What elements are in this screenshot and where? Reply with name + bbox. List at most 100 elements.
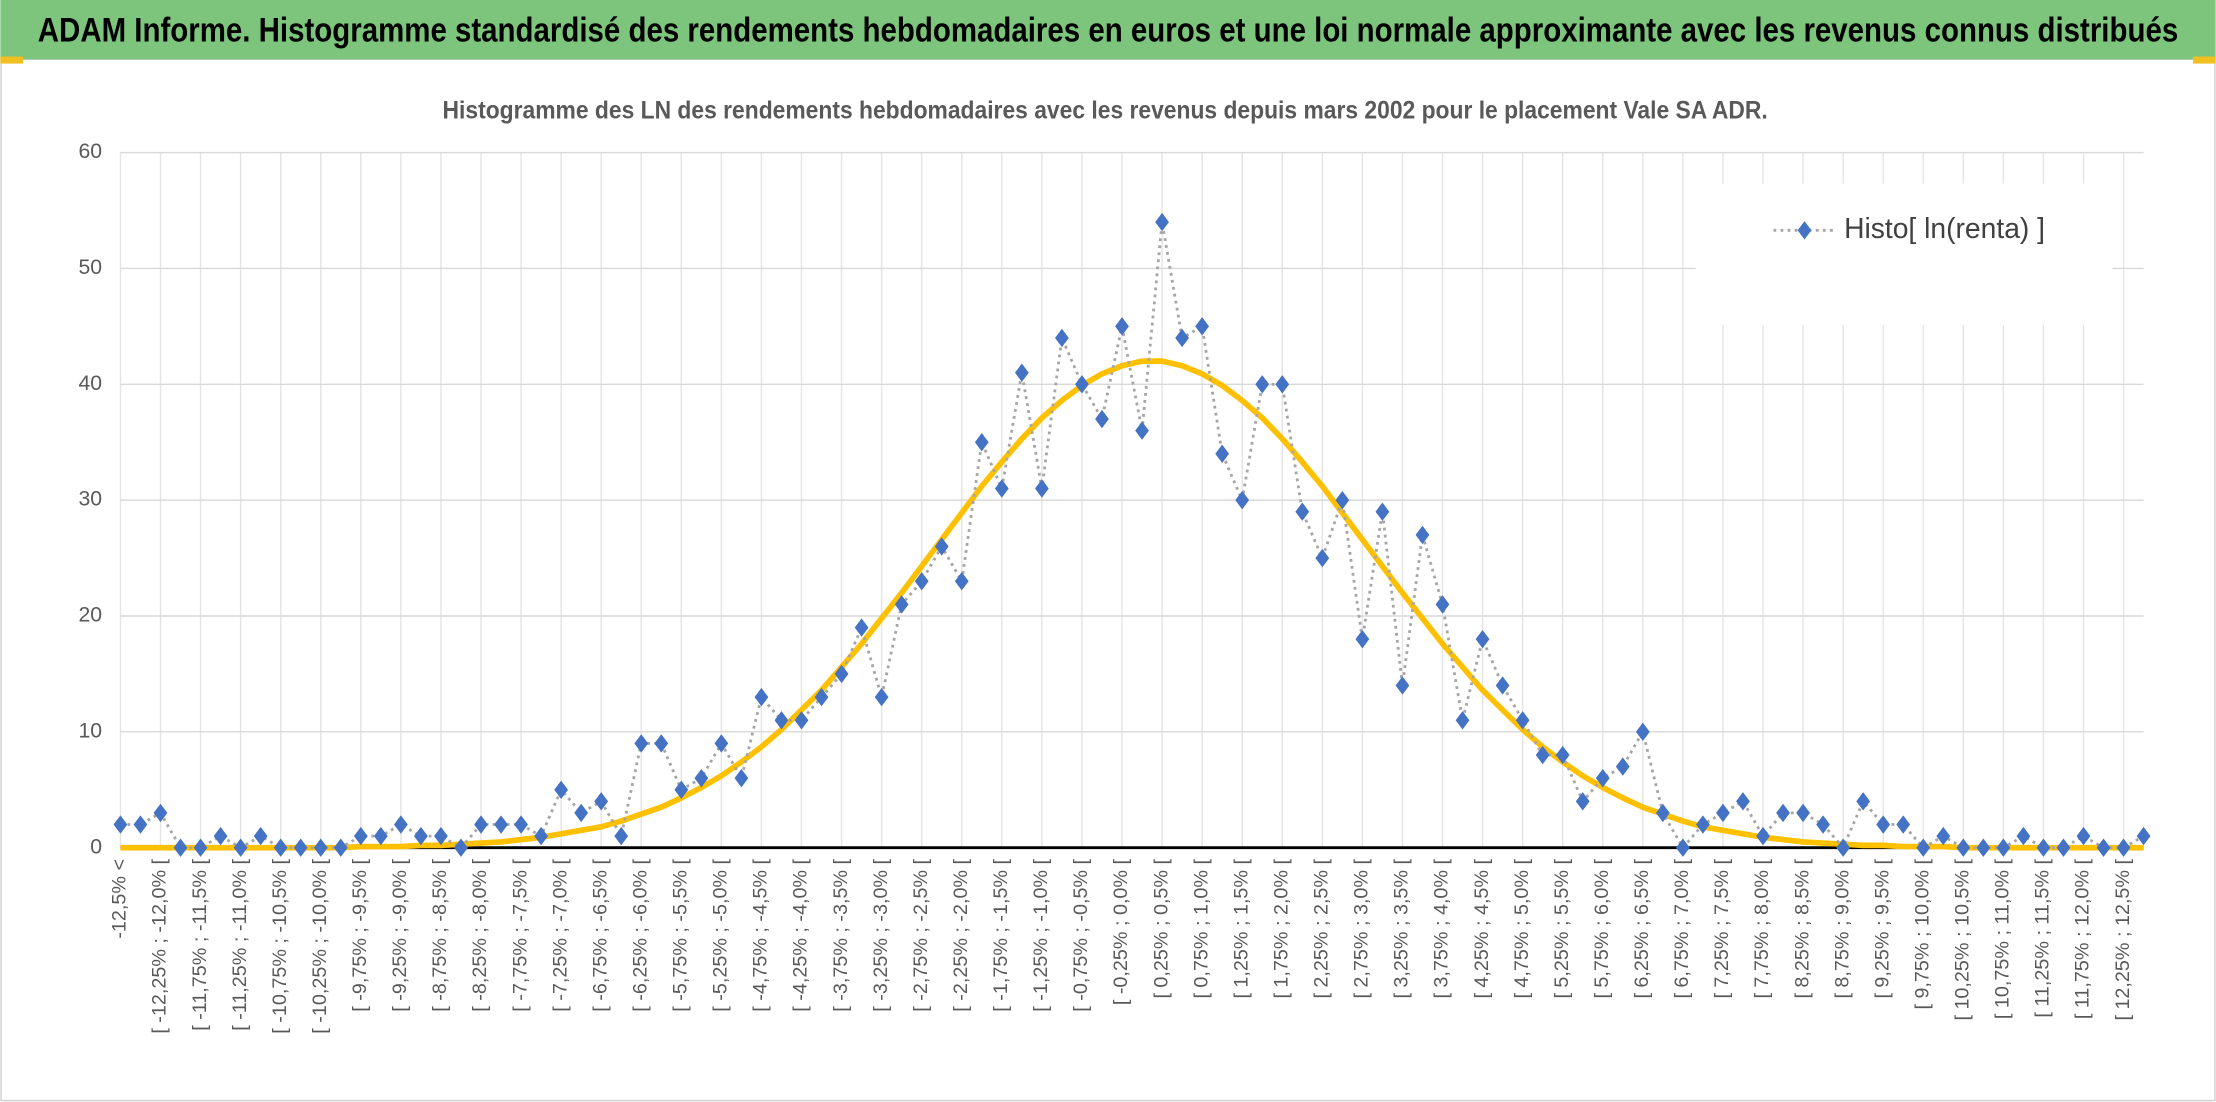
diamond-marker [1555, 745, 1570, 765]
diamond-marker [1575, 792, 1590, 811]
diamond-marker [213, 826, 228, 846]
x-tick-label: [ 7,75% ; 8,0% [ [1751, 858, 1773, 998]
x-tick-label: [ 10,25% ; 10,5% [ [1952, 858, 1974, 1020]
diamond-marker [373, 826, 388, 846]
diamond-marker [153, 803, 168, 823]
diamond-marker [1495, 676, 1510, 695]
y-tick-label: 10 [78, 719, 102, 742]
diamond-marker [253, 826, 268, 846]
x-tick-label: [ -0,75% ; -0,5% [ [1070, 858, 1092, 1011]
diamond-marker [814, 687, 829, 707]
diamond-marker [874, 687, 889, 707]
diamond-marker [1675, 838, 1690, 857]
x-tick-label: [ -11,25% ; -11,0% [ [229, 859, 251, 1031]
diamond-marker [1776, 803, 1790, 823]
x-tick-label: [ -10,75% ; -10,5% [ [269, 858, 291, 1033]
diamond-marker [1475, 629, 1490, 649]
x-tick-label: [ -8,75% ; -8,5% [ [429, 858, 451, 1011]
x-tick-label: [ -10,25% ; -10,0% [ [309, 858, 331, 1033]
diamond-marker [293, 838, 308, 857]
y-tick-label: 40 [78, 372, 102, 395]
diamond-marker [2056, 838, 2071, 857]
x-tick-label: [ 9,25% ; 9,5% [ [1871, 858, 1893, 998]
diamond-marker [1696, 815, 1710, 834]
x-tick-label: [ 8,25% ; 8,5% [ [1791, 858, 1813, 998]
diamond-marker [1976, 838, 1991, 857]
x-tick-label: [ 4,25% ; 4,5% [ [1471, 858, 1493, 998]
diamond-marker [1395, 676, 1410, 695]
x-tick-label: [ -1,25% ; -1,0% [ [1030, 858, 1052, 1011]
grid-layer: 0 10 20 30 40 50 60 -12,5% < [ -12,25% ; -12,0% … [78, 140, 2144, 1034]
x-tick-label: [ 2,25% ; 2,5% [ [1311, 858, 1333, 998]
x-tick-label: -12,5% < [109, 859, 131, 939]
chart-title: Histogramme des LN des rendements hebdom… [443, 96, 1768, 124]
header-title: ADAM Informe. Histogramme standardisé de… [38, 11, 2178, 49]
y-tick-label: 20 [78, 604, 102, 627]
x-tick-label: [ -3,75% ; -3,5% [ [830, 858, 852, 1011]
diamond-marker [1916, 838, 1931, 857]
diamond-marker [1315, 548, 1330, 568]
x-tick-label: [ -6,25% ; -6,0% [ [629, 858, 651, 1011]
diamond-marker [934, 537, 949, 556]
diamond-marker [1655, 803, 1670, 823]
diamond-marker [1455, 711, 1470, 730]
diamond-marker [1816, 815, 1830, 834]
diamond-marker [1896, 815, 1911, 834]
diamond-marker [434, 826, 448, 846]
x-tick-label: [ -7,25% ; -7,0% [ [549, 858, 571, 1011]
x-tick-label: [ -3,25% ; -3,0% [ [870, 858, 892, 1011]
y-tick-label: 30 [78, 488, 102, 511]
x-tick-label: [ 5,25% ; 5,5% [ [1551, 858, 1573, 998]
corner-accent [0, 56, 23, 64]
x-tick-label: [ -5,75% ; -5,5% [ [670, 858, 692, 1011]
y-tick-label: 60 [78, 140, 102, 163]
x-tick-label: [ -2,25% ; -2,0% [ [950, 858, 972, 1011]
diamond-marker [674, 780, 689, 799]
x-tick-label: [ 0,75% ; 1,0% [ [1190, 858, 1212, 998]
x-tick-label: [ -11,75% ; -11,5% [ [189, 859, 211, 1031]
diamond-marker [1515, 711, 1530, 730]
diamond-marker [2036, 838, 2051, 857]
corner-accent [2193, 56, 2216, 64]
x-tick-label: [ -1,75% ; -1,5% [ [990, 858, 1012, 1011]
marks-layer [113, 212, 2151, 857]
x-tick-label: [ 12,25% ; 12,5% [ [2112, 858, 2134, 1020]
diamond-marker [1595, 768, 1610, 788]
header-band [0, 0, 2216, 60]
x-tick-label: [ 6,75% ; 7,0% [ [1671, 858, 1693, 998]
diamond-marker [2116, 838, 2131, 857]
x-tick-label: [ -9,75% ; -9,5% [ [349, 858, 371, 1011]
x-tick-label: [ -4,75% ; -4,5% [ [750, 858, 772, 1011]
diamond-marker [1535, 745, 1550, 765]
diamond-marker [133, 815, 148, 834]
diamond-marker [474, 815, 488, 834]
diamond-marker [554, 780, 569, 799]
diamond-marker [1014, 363, 1029, 382]
x-tick-label: [ -5,25% ; -5,0% [ [710, 858, 732, 1011]
diamond-marker [774, 711, 789, 730]
diamond-marker [1055, 328, 1069, 348]
legend-label: Histo[ ln(renta) ] [1844, 212, 2045, 244]
diamond-marker [2136, 826, 2151, 846]
x-tick-label: [ 4,75% ; 5,0% [ [1511, 858, 1533, 998]
x-tick-label: [ 2,75% ; 3,0% [ [1351, 858, 1373, 998]
diamond-marker [1135, 421, 1149, 440]
x-tick-label: [ -0,25% ; 0,0% [ [1110, 858, 1132, 1005]
diamond-marker [514, 815, 528, 834]
diamond-marker [974, 433, 989, 452]
x-tick-label: [ -8,25% ; -8,0% [ [469, 858, 491, 1011]
diamond-marker [574, 803, 589, 823]
x-tick-label: [ -7,75% ; -7,5% [ [509, 858, 531, 1011]
x-tick-label: [ 3,75% ; 4,0% [ [1431, 858, 1453, 998]
legend-marker [1797, 221, 1812, 240]
x-tick-label: [ -12,25% ; -12,0% [ [149, 858, 171, 1033]
diamond-marker [914, 572, 929, 591]
diamond-marker [1635, 722, 1650, 742]
diamond-marker [854, 618, 869, 637]
diamond-marker [834, 664, 849, 684]
diamond-marker [1876, 815, 1891, 834]
y-tick-label: 0 [90, 835, 102, 858]
x-tick-label: [ -6,75% ; -6,5% [ [589, 858, 611, 1011]
